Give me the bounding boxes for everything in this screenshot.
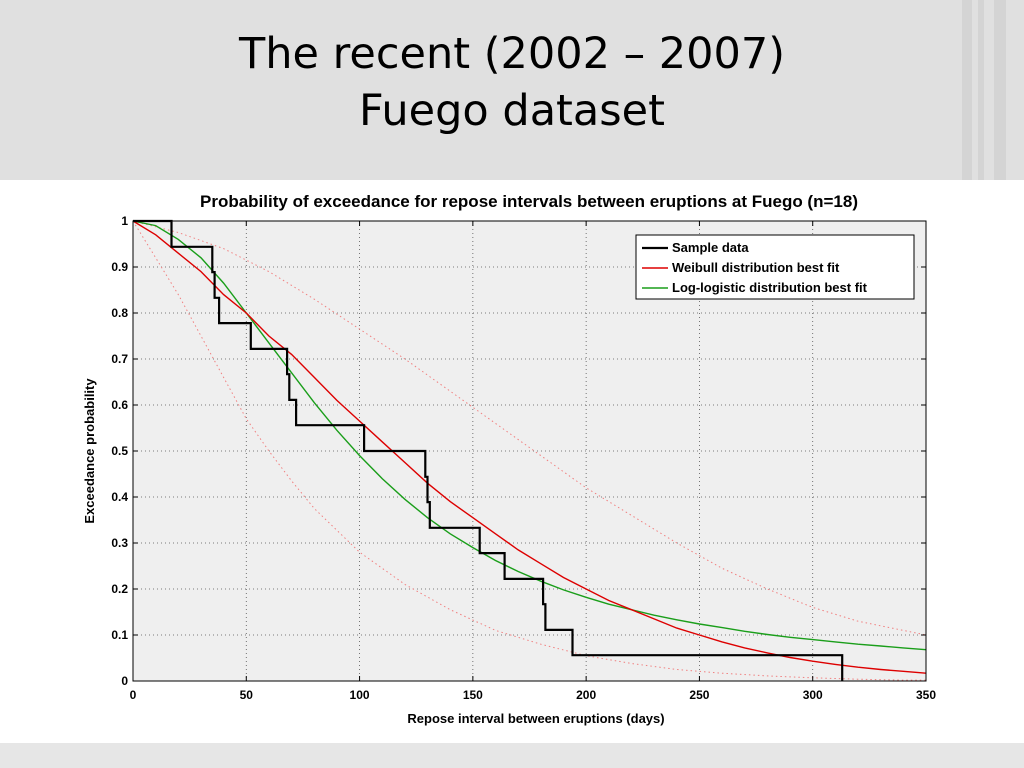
x-tick-label: 250 [689,688,709,702]
y-tick-label: 0.3 [111,536,128,550]
y-tick-label: 0.1 [111,628,128,642]
legend: Sample data Weibull distribution best fit… [635,234,915,300]
y-tick-label: 0 [121,674,128,688]
x-tick-label: 100 [350,688,370,702]
legend-label: Weibull distribution best fit [672,260,840,275]
sample-data-series [133,219,844,681]
slide-header: The recent (2002 – 2007) Fuego dataset [0,0,1024,180]
y-tick-label: 0.4 [111,490,128,504]
decorative-stripes [954,0,1024,180]
x-axis-label: Repose interval between eruptions (days) [407,711,664,726]
y-tick-label: 0.5 [111,444,128,458]
slide-title-line-1: The recent (2002 – 2007) [239,29,785,79]
confidence-bound-series [132,220,927,636]
axis-ticks: 0 50 100 150 200 250 300 350 0 0.1 0.2 0.3 0.4 0.5 0.6… [111,214,936,702]
x-tick-label: 50 [240,688,254,702]
exceedance-chart: 0 50 100 150 200 250 300 350 0 0.1 0.2 0.3 0.4 0.5 0.6… [0,180,1024,740]
y-axis-label: Exceedance probability [82,378,97,524]
slide-footer [0,743,1024,768]
series-lines [132,219,927,681]
y-tick-label: 0.7 [111,352,128,366]
weibull-fit-series [132,220,927,674]
loglogistic-fit-series [132,220,927,651]
x-tick-label: 350 [916,688,936,702]
x-tick-label: 150 [463,688,483,702]
legend-box [635,234,915,300]
y-tick-label: 0.2 [111,582,128,596]
x-tick-label: 200 [576,688,596,702]
y-tick-label: 0.8 [111,306,128,320]
legend-label: Sample data [672,240,749,255]
y-tick-label: 0.6 [111,398,128,412]
legend-label: Log-logistic distribution best fit [672,280,868,295]
chart-title: Probability of exceedance for repose int… [200,192,858,211]
slide-title-line-2: Fuego dataset [359,86,665,136]
y-tick-label: 0.9 [111,260,128,274]
slide-title: The recent (2002 – 2007) Fuego dataset [0,26,1024,140]
x-tick-label: 0 [130,688,137,702]
x-tick-label: 300 [803,688,823,702]
y-tick-label: 1 [121,214,128,228]
